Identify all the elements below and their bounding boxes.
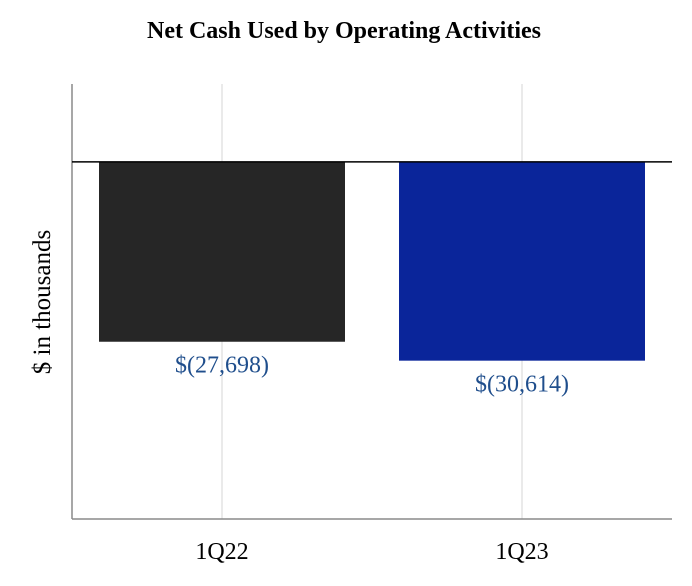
bar-1q22 bbox=[99, 161, 345, 342]
bars bbox=[99, 161, 645, 361]
data-label-1q23: $(30,614) bbox=[475, 372, 569, 398]
x-tick-1q23: 1Q23 bbox=[495, 539, 548, 565]
x-tick-labels: 1Q22 1Q23 bbox=[195, 539, 548, 565]
bar-1q23 bbox=[399, 161, 645, 361]
x-tick-1q22: 1Q22 bbox=[195, 539, 248, 565]
data-labels: $(27,698) $(30,614) bbox=[175, 353, 569, 398]
data-label-1q22: $(27,698) bbox=[175, 353, 269, 379]
chart-title: Net Cash Used by Operating Activities bbox=[147, 18, 541, 44]
y-axis-label: $ in thousands bbox=[29, 230, 56, 374]
